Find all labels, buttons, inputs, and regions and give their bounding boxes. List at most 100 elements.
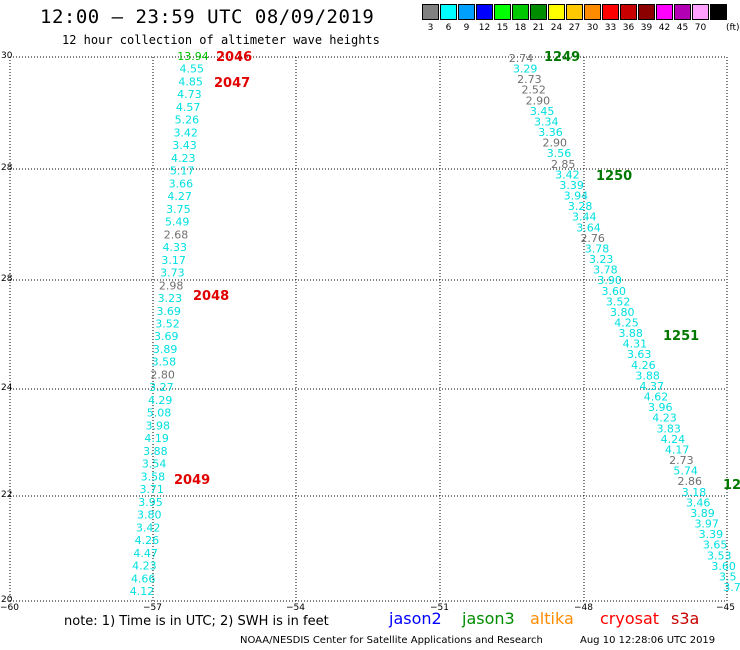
track-west: 13.944.554.854.734.575.263.423.434.235.1… bbox=[130, 50, 209, 598]
wave-height-value: 4.47 bbox=[133, 547, 158, 560]
legend-label: 18 bbox=[514, 23, 527, 33]
wave-height-value: 3.27 bbox=[149, 381, 174, 394]
wave-height-value: 5.17 bbox=[170, 165, 195, 178]
wave-height-value: 3.18 bbox=[682, 486, 707, 499]
wave-height-value: 3.7 bbox=[723, 581, 740, 594]
wave-height-value: 4.23 bbox=[652, 412, 677, 425]
wave-height-value: 3.58 bbox=[152, 356, 177, 369]
lon-tick-label: −60 bbox=[0, 603, 19, 613]
wave-height-value: 3.60 bbox=[602, 285, 627, 298]
legend-swatch bbox=[530, 4, 547, 20]
wave-height-map: 2046 2047 2048 2049 1249 1250 1251 12 13.944.55… bbox=[9, 50, 740, 602]
wave-height-value: 2.98 bbox=[159, 279, 184, 292]
legend-swatch bbox=[422, 4, 439, 20]
wave-height-value: 3.52 bbox=[155, 318, 180, 331]
wave-height-value: 4.17 bbox=[665, 444, 690, 457]
track-east: 2.743.292.732.522.903.453.343.362.903.56… bbox=[509, 52, 740, 594]
wave-height-value: 3.69 bbox=[156, 305, 181, 318]
wave-height-value: 2.52 bbox=[521, 84, 546, 97]
wave-height-value: 2.68 bbox=[164, 228, 189, 241]
legend-label: 21 bbox=[532, 23, 545, 33]
legend-swatch bbox=[638, 4, 655, 20]
wave-height-value: 3.94 bbox=[564, 190, 589, 203]
legend-label: 45 bbox=[676, 23, 689, 33]
legend-swatch bbox=[548, 4, 565, 20]
wave-height-value: 4.85 bbox=[178, 76, 203, 89]
legend-swatch bbox=[584, 4, 601, 20]
legend-swatch bbox=[458, 4, 475, 20]
wave-height-value: 3.73 bbox=[160, 267, 185, 280]
wave-height-value: 3.80 bbox=[137, 509, 162, 522]
wave-height-value: 2.90 bbox=[543, 137, 568, 150]
satellite-name: cryosat bbox=[600, 609, 660, 628]
wave-height-value: 4.31 bbox=[623, 338, 648, 351]
wave-height-value: 4.23 bbox=[132, 560, 157, 573]
wave-height-value: 3.95 bbox=[138, 496, 163, 509]
wave-height-value: 3.88 bbox=[635, 369, 660, 382]
wave-height-value: 3.5 bbox=[719, 570, 737, 583]
legend-swatch bbox=[566, 4, 583, 20]
wave-height-value: 3.69 bbox=[154, 330, 179, 343]
legend-swatch bbox=[674, 4, 691, 20]
wave-height-value: 3.78 bbox=[585, 242, 610, 255]
legend-label: 42 bbox=[658, 23, 671, 33]
wave-height-value: 3.53 bbox=[707, 549, 732, 562]
wave-height-value: 4.33 bbox=[163, 241, 188, 254]
lat-lon-grid bbox=[9, 56, 728, 602]
lat-tick-label: 30 bbox=[1, 51, 13, 61]
wave-height-value: 2.73 bbox=[669, 454, 694, 467]
legend-swatch bbox=[494, 4, 511, 20]
wave-height-value: 3.56 bbox=[547, 147, 572, 160]
time-marker: 1249 bbox=[544, 50, 580, 65]
wave-height-value: 4.23 bbox=[171, 152, 196, 165]
wave-height-value: 4.25 bbox=[614, 317, 639, 330]
legend-unit: (ft) bbox=[726, 23, 740, 33]
legend-label: 27 bbox=[568, 23, 581, 33]
legend-swatch bbox=[620, 4, 637, 20]
wave-height-value: 3.83 bbox=[656, 422, 681, 435]
wave-height-value: 3.52 bbox=[606, 295, 631, 308]
legend-swatch bbox=[710, 4, 727, 20]
wave-height-value: 3.54 bbox=[142, 458, 167, 471]
legend-label: 12 bbox=[478, 23, 491, 33]
lon-tick-label: −48 bbox=[574, 603, 593, 613]
wave-height-value: 5.26 bbox=[175, 114, 200, 127]
wave-height-value: 4.27 bbox=[167, 190, 192, 203]
wave-height-value: 2.73 bbox=[517, 73, 542, 86]
wave-height-value: 5.08 bbox=[147, 407, 172, 420]
legend-swatch bbox=[656, 4, 673, 20]
time-marker: 2048 bbox=[193, 289, 229, 304]
legend-label: 30 bbox=[586, 23, 599, 33]
legend-swatch bbox=[692, 4, 709, 20]
wave-height-value: 3.98 bbox=[146, 419, 171, 432]
map-title: 12:00 — 23:59 UTC 08/09/2019 bbox=[40, 6, 375, 28]
wave-height-value: 3.78 bbox=[593, 264, 618, 277]
wave-height-value: 3.44 bbox=[572, 211, 597, 224]
map-subtitle: 12 hour collection of altimeter wave hei… bbox=[62, 33, 380, 47]
lat-tick-label: 22 bbox=[1, 490, 13, 500]
wave-height-value: 2.85 bbox=[551, 158, 576, 171]
wave-height-value: 3.90 bbox=[597, 274, 622, 287]
legend-label: 36 bbox=[622, 23, 635, 33]
satellite-name: s3a bbox=[671, 609, 700, 628]
wave-height-value: 3.23 bbox=[158, 292, 183, 305]
wave-height-value: 4.12 bbox=[130, 585, 155, 598]
wave-height-value: 3.29 bbox=[513, 63, 538, 76]
lat-tick-label: 24 bbox=[1, 383, 13, 393]
wave-height-value: 2.80 bbox=[150, 369, 175, 382]
wave-height-value: 4.66 bbox=[131, 572, 156, 585]
legend-swatch bbox=[602, 4, 619, 20]
wave-height-value: 4.26 bbox=[135, 534, 160, 547]
wave-height-value: 3.75 bbox=[166, 203, 191, 216]
wave-height-value: 3.46 bbox=[686, 496, 711, 509]
wave-height-value: 3.89 bbox=[690, 507, 715, 520]
lat-tick-label: 20 bbox=[1, 595, 13, 605]
wave-height-value: 3.23 bbox=[589, 253, 614, 266]
legend-label: 9 bbox=[463, 23, 470, 33]
wave-height-value: 3.65 bbox=[703, 539, 728, 552]
lon-tick-label: −54 bbox=[286, 603, 305, 613]
wave-height-value: 2.86 bbox=[678, 475, 703, 488]
satellite-name: jason2 bbox=[389, 609, 442, 628]
wave-height-value: 4.24 bbox=[661, 433, 686, 446]
wave-height-value: 13.94 bbox=[177, 50, 209, 63]
